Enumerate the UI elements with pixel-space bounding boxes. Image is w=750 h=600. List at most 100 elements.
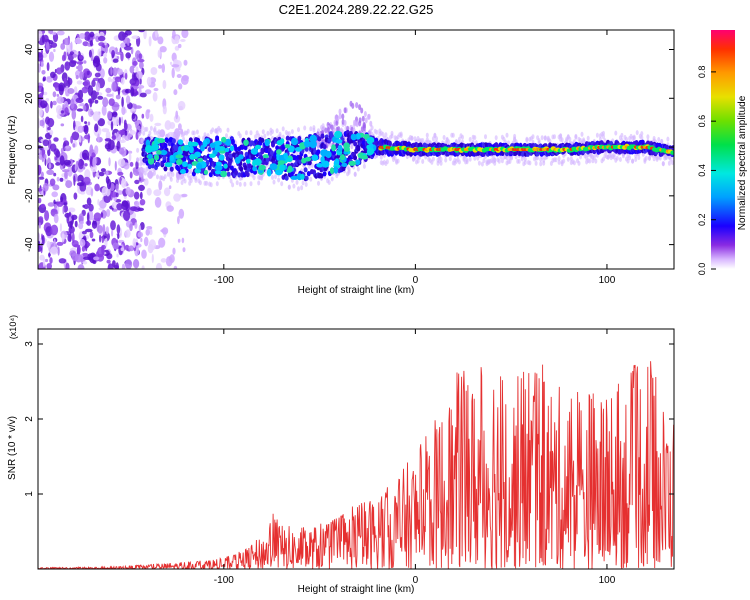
noise-point bbox=[76, 66, 79, 70]
band-point bbox=[319, 173, 324, 179]
noise-point bbox=[181, 30, 189, 39]
noise-point bbox=[46, 41, 50, 51]
noise-point bbox=[56, 93, 60, 97]
plume-point bbox=[353, 119, 356, 126]
noise-point bbox=[58, 258, 67, 264]
noise-point bbox=[145, 89, 152, 95]
noise-point bbox=[38, 222, 41, 229]
peak-band-point bbox=[670, 150, 674, 155]
halo-point bbox=[166, 171, 170, 177]
hotspot-point bbox=[350, 133, 357, 141]
spectrogram-frame bbox=[37, 29, 675, 270]
noise-point bbox=[63, 137, 67, 141]
noise-point bbox=[182, 247, 186, 253]
hotspot-point bbox=[214, 170, 222, 175]
halo-point bbox=[572, 160, 576, 166]
noise-point bbox=[53, 213, 59, 224]
noise-point bbox=[91, 152, 96, 159]
halo-point bbox=[145, 166, 149, 172]
noise-point bbox=[115, 199, 122, 203]
noise-point bbox=[40, 171, 44, 178]
noise-point bbox=[45, 98, 50, 102]
noise-point bbox=[82, 261, 88, 265]
halo-point bbox=[461, 134, 464, 140]
noise-point bbox=[104, 237, 108, 248]
band-point bbox=[285, 135, 290, 141]
noise-point bbox=[92, 156, 97, 168]
noise-point bbox=[141, 113, 145, 119]
band-point bbox=[215, 135, 220, 141]
noise-point bbox=[180, 39, 186, 42]
noise-point bbox=[39, 119, 45, 127]
noise-point bbox=[175, 66, 181, 72]
halo-point bbox=[215, 181, 219, 187]
plume-point bbox=[355, 102, 359, 109]
noise-point bbox=[68, 207, 76, 213]
halo-point bbox=[148, 130, 152, 136]
halo-point bbox=[625, 136, 628, 142]
halo-point bbox=[304, 182, 308, 187]
halo-point bbox=[330, 176, 334, 182]
noise-point bbox=[155, 262, 163, 269]
halo-point bbox=[176, 178, 179, 184]
noise-point bbox=[42, 182, 49, 192]
hotspot-point bbox=[182, 161, 188, 168]
halo-point bbox=[457, 159, 461, 165]
noise-point bbox=[110, 121, 114, 131]
noise-point bbox=[78, 222, 84, 230]
noise-point bbox=[147, 243, 154, 254]
noise-point bbox=[105, 87, 112, 94]
hotspot-point bbox=[238, 154, 244, 160]
hotspot-point bbox=[175, 154, 184, 159]
noise-point bbox=[115, 262, 119, 269]
band-point bbox=[671, 145, 674, 151]
hotspot-point bbox=[279, 164, 286, 172]
halo-point bbox=[448, 156, 452, 162]
noise-point bbox=[157, 36, 164, 45]
halo-point bbox=[205, 180, 209, 186]
halo-point bbox=[370, 125, 374, 131]
noise-point bbox=[60, 43, 66, 50]
noise-point bbox=[133, 259, 140, 269]
halo-point bbox=[156, 174, 159, 180]
noise-point bbox=[153, 87, 159, 92]
noise-point bbox=[45, 116, 50, 125]
noise-point bbox=[146, 187, 152, 196]
noise-point bbox=[83, 60, 87, 64]
hotspot-point bbox=[355, 133, 361, 140]
halo-point bbox=[180, 180, 184, 186]
halo-point bbox=[139, 128, 143, 134]
noise-point bbox=[104, 42, 108, 54]
noise-point bbox=[162, 105, 167, 115]
noise-point bbox=[84, 31, 91, 41]
halo-point bbox=[614, 130, 618, 136]
noise-point bbox=[38, 176, 45, 180]
noise-point bbox=[121, 116, 124, 124]
noise-point bbox=[57, 246, 60, 256]
hotspot-point bbox=[320, 149, 328, 157]
hotspot-point bbox=[177, 139, 184, 145]
halo-point bbox=[523, 156, 527, 162]
noise-point bbox=[139, 199, 146, 206]
noise-point bbox=[112, 112, 118, 118]
plume-point bbox=[343, 120, 347, 126]
noise-point bbox=[99, 68, 105, 79]
halo-point bbox=[257, 133, 261, 139]
hotspot-point bbox=[156, 150, 162, 155]
noise-point bbox=[74, 164, 77, 172]
noise-point bbox=[117, 88, 121, 96]
hotspot-point bbox=[333, 166, 339, 174]
halo-point bbox=[648, 156, 651, 161]
halo-point bbox=[195, 129, 199, 135]
halo-point bbox=[528, 160, 532, 166]
noise-point bbox=[162, 79, 167, 90]
halo-point bbox=[444, 157, 448, 163]
noise-point bbox=[62, 206, 65, 215]
noise-point bbox=[95, 82, 101, 92]
noise-point bbox=[177, 216, 180, 225]
halo-point bbox=[146, 172, 150, 178]
noise-point bbox=[70, 98, 75, 110]
snr-ticks: -100 0 100 1 2 3 bbox=[24, 329, 674, 586]
noise-point bbox=[94, 183, 100, 192]
